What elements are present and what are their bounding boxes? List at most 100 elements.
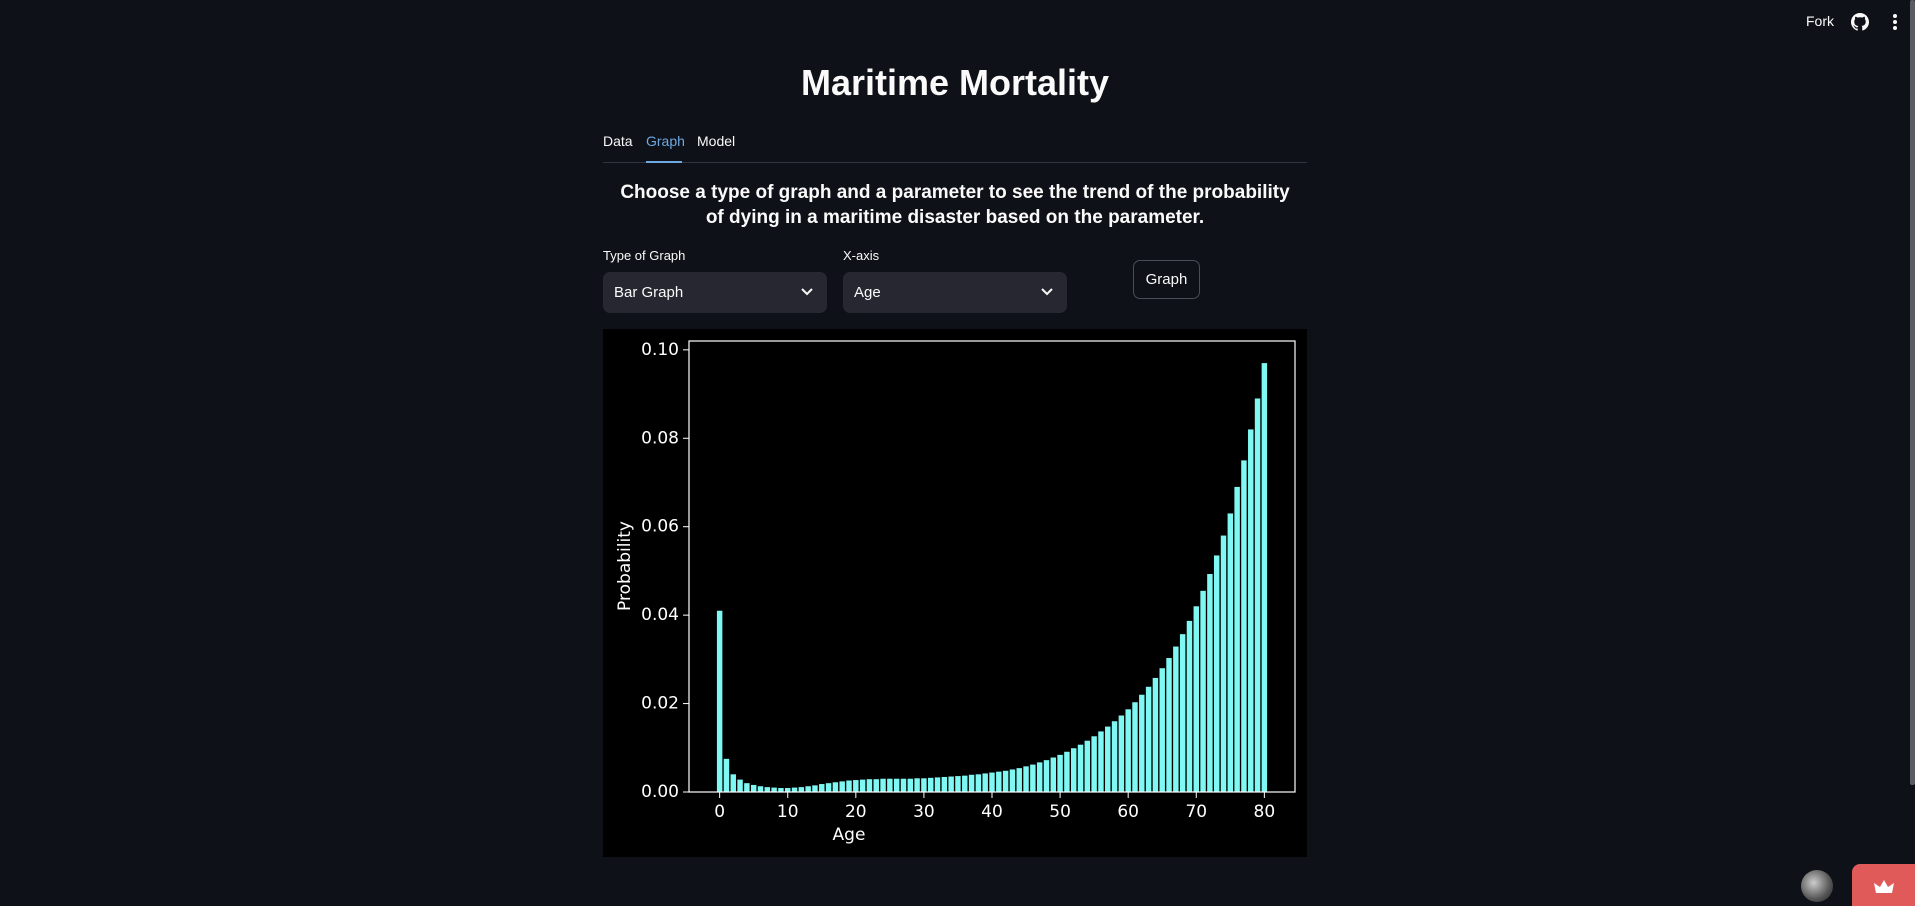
select-value: Bar Graph: [614, 284, 684, 301]
chevron: [801, 288, 813, 296]
bar: [1023, 766, 1029, 792]
bar: [1261, 363, 1268, 792]
bar: [1159, 668, 1165, 792]
bar: [798, 787, 805, 792]
bar: [812, 785, 818, 792]
app-title: Maritime Mortality: [800, 62, 1110, 103]
bar: [1118, 715, 1125, 792]
bar: [757, 786, 764, 792]
bar: [859, 779, 866, 792]
bar: [1036, 762, 1043, 792]
bar: [832, 782, 839, 792]
bar: [1050, 757, 1057, 792]
bar: [982, 773, 988, 792]
bar: [716, 610, 723, 792]
bar: [1030, 764, 1036, 792]
bar: [1016, 768, 1022, 792]
bar: [1193, 606, 1199, 792]
bar: [1084, 740, 1091, 792]
bar: [907, 778, 914, 792]
bar: [1234, 486, 1240, 792]
bar: [1179, 634, 1186, 792]
bar: [805, 786, 811, 792]
y-axis-label: Probability: [615, 521, 635, 611]
bar: [819, 784, 825, 792]
bar: [866, 779, 873, 792]
bar: [1227, 513, 1234, 792]
tab-divider: [603, 162, 1307, 163]
github-icon[interactable]: [1851, 13, 1869, 31]
y-tick-label: 0.06: [641, 517, 679, 537]
bar: [778, 788, 784, 792]
bar: [1152, 677, 1159, 792]
bar: [948, 776, 954, 792]
x-tick-label: 30: [913, 802, 935, 822]
bar: [791, 787, 798, 792]
bar: [723, 758, 730, 792]
bar: [737, 779, 743, 792]
bar: [1166, 658, 1172, 792]
bar: [1254, 398, 1261, 792]
streamlit-badge[interactable]: [1852, 864, 1915, 906]
x-axis-label: Age: [833, 825, 866, 845]
x-tick-label: 60: [1117, 802, 1139, 822]
bar: [934, 777, 941, 792]
chart: Age Probability 0.00 0.02 0.04 0.06 0.08 0.10…: [603, 329, 1307, 857]
tab-active[interactable]: Graph: [646, 133, 685, 149]
graph-button[interactable]: Graph: [1133, 260, 1200, 299]
avatar[interactable]: [1801, 870, 1833, 902]
bar: [1064, 751, 1070, 792]
bar: [1125, 709, 1131, 792]
bar: [825, 783, 832, 792]
x-tick-label: 50: [1049, 802, 1071, 822]
bar: [1043, 760, 1050, 792]
tab[interactable]: Data: [603, 133, 633, 149]
y-tick-label: 0.04: [641, 605, 679, 625]
bar: [1105, 726, 1111, 792]
tab[interactable]: Model: [697, 133, 736, 149]
bar: [1057, 754, 1063, 792]
bar: [1139, 694, 1145, 792]
bar: [839, 781, 845, 792]
bar: [880, 778, 886, 792]
bar: [873, 779, 879, 792]
bar: [921, 778, 927, 792]
fork-link[interactable]: Fork: [1806, 13, 1834, 29]
bar: [975, 774, 982, 792]
bar: [1213, 555, 1220, 792]
x-axis-select[interactable]: Age: [843, 272, 1067, 313]
select-label: X-axis: [843, 248, 880, 263]
scrollbar[interactable]: [1910, 0, 1915, 785]
bar: [927, 777, 934, 792]
bar: [730, 774, 736, 792]
graph-type-select[interactable]: Bar Graph: [603, 272, 827, 313]
bar: [989, 772, 995, 792]
bar: [893, 778, 900, 792]
x-tick-label: 80: [1254, 802, 1276, 822]
y-tick-label: 0.02: [641, 694, 679, 714]
bar: [750, 784, 757, 792]
bar: [1200, 590, 1206, 792]
x-tick-label: 70: [1185, 802, 1207, 822]
bar: [1098, 731, 1104, 792]
bar: [1070, 748, 1077, 792]
bar: [764, 787, 771, 792]
bar: [968, 774, 975, 792]
bar: [1248, 429, 1254, 792]
bar: [1132, 702, 1138, 792]
bar: [785, 788, 791, 792]
bar: [1207, 574, 1213, 792]
select-value: Age: [854, 284, 881, 301]
bar: [900, 778, 907, 792]
menu-icon[interactable]: [1892, 13, 1898, 31]
x-tick-label: 0: [714, 802, 725, 822]
bar: [853, 780, 859, 792]
y-tick-label: 0.00: [641, 782, 679, 802]
y-tick-label: 0.10: [641, 340, 679, 360]
bar: [1009, 769, 1016, 792]
chevron: [1041, 288, 1053, 296]
bar: [1145, 686, 1152, 792]
bar: [846, 780, 852, 792]
bar: [1111, 721, 1118, 792]
